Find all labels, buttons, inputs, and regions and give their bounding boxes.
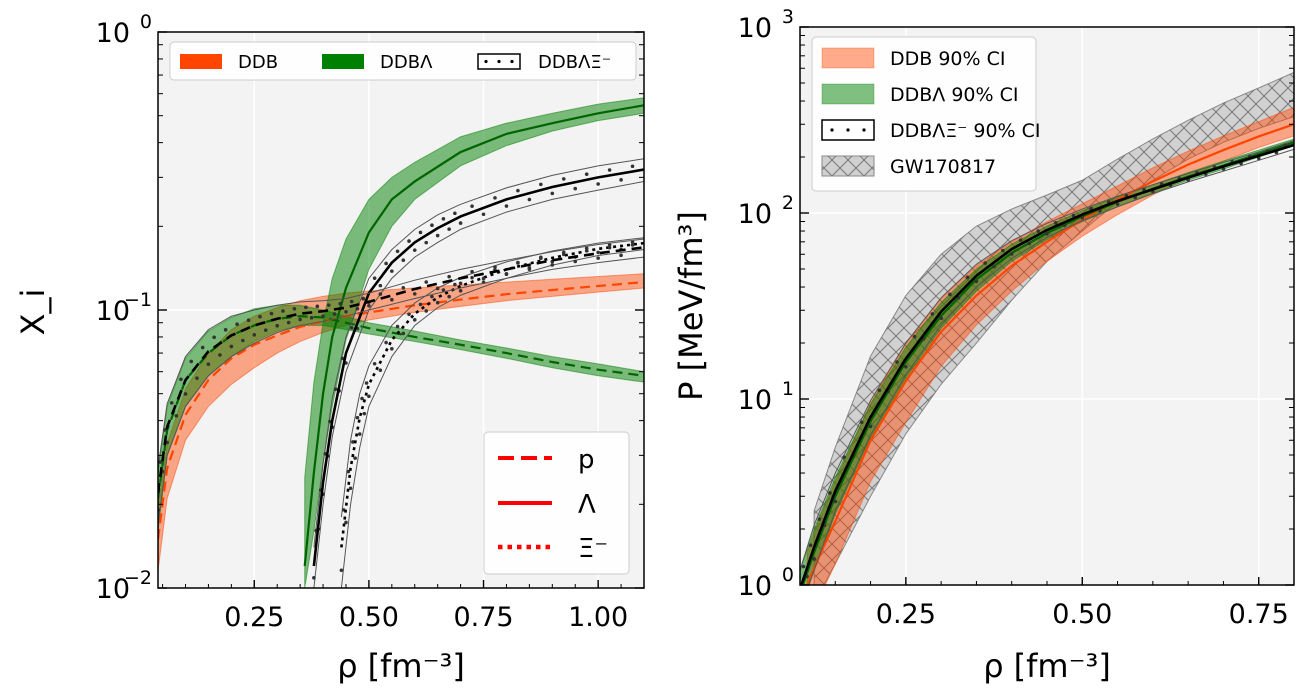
legend-label-ddblx-ci: DDBΛΞ⁻ 90% CI xyxy=(890,120,1041,142)
legend-label-ddb: DDB xyxy=(238,52,278,73)
x-tick-label-right-0: 0.25 xyxy=(876,599,936,630)
y-tick-exp-left-0: −2 xyxy=(124,567,152,589)
y-axis-label-left: X_i xyxy=(14,289,52,336)
legend-label-ddb-ci: DDB 90% CI xyxy=(890,48,1005,70)
legend-species: p Λ Ξ⁻ xyxy=(484,432,629,574)
legend-label-gw: GW170817 xyxy=(890,156,996,178)
legend-label-ddbl-ci: DDBΛ 90% CI xyxy=(890,84,1018,106)
legend-swatch-ddb xyxy=(180,54,222,69)
legend-swatch-ddbl xyxy=(322,54,364,69)
legend-label-p: p xyxy=(578,445,595,475)
y-tick-label-left-2: 10 xyxy=(96,18,130,49)
y-tick-label-right-1: 10 xyxy=(738,385,772,416)
y-tick-label-right-3: 10 xyxy=(738,13,772,44)
legend-label-xi: Ξ⁻ xyxy=(578,534,608,564)
legend-swatch-ddbl-ci xyxy=(822,84,874,104)
y-tick-label-right-2: 10 xyxy=(738,199,772,230)
y-tick-exp-right-1: 1 xyxy=(782,378,794,400)
x-tick-label-left-3: 1.00 xyxy=(568,602,628,633)
legend-models: DDB DDBΛ DDBΛΞ⁻ xyxy=(170,42,636,80)
x-tick-label-left-2: 0.75 xyxy=(453,602,513,633)
legend-label-ddblx: DDBΛΞ⁻ xyxy=(538,52,611,73)
legend-swatch-ddb-ci xyxy=(822,48,874,68)
panel-right-pressure: 0.25 0.50 0.75 10 0 10 1 10 2 10 3 DDB 90% CI DDBΛ… xyxy=(672,6,1294,685)
y-tick-exp-left-1: −1 xyxy=(124,289,152,311)
legend-label-ddbl: DDBΛ xyxy=(380,52,433,73)
y-tick-exp-right-0: 0 xyxy=(782,564,794,586)
y-tick-label-right-0: 10 xyxy=(738,571,772,602)
y-tick-exp-left-2: 0 xyxy=(140,11,152,33)
x-tick-label-left-1: 0.50 xyxy=(339,602,399,633)
legend-label-lambda: Λ xyxy=(578,490,596,520)
x-tick-label-left-0: 0.25 xyxy=(224,602,284,633)
y-axis-label-right: P [MeV/fm³] xyxy=(672,211,710,401)
x-axis-label-left: ρ [fm⁻³] xyxy=(337,647,465,685)
legend-pressure: DDB 90% CI DDBΛ 90% CI DDBΛΞ⁻ 90% CI GW1… xyxy=(812,37,1041,191)
y-tick-exp-right-3: 3 xyxy=(782,6,794,28)
x-axis-label-right: ρ [fm⁻³] xyxy=(983,647,1111,685)
x-tick-label-right-2: 0.75 xyxy=(1229,599,1289,630)
y-tick-exp-right-2: 2 xyxy=(782,192,794,214)
x-tick-label-right-1: 0.50 xyxy=(1052,599,1112,630)
